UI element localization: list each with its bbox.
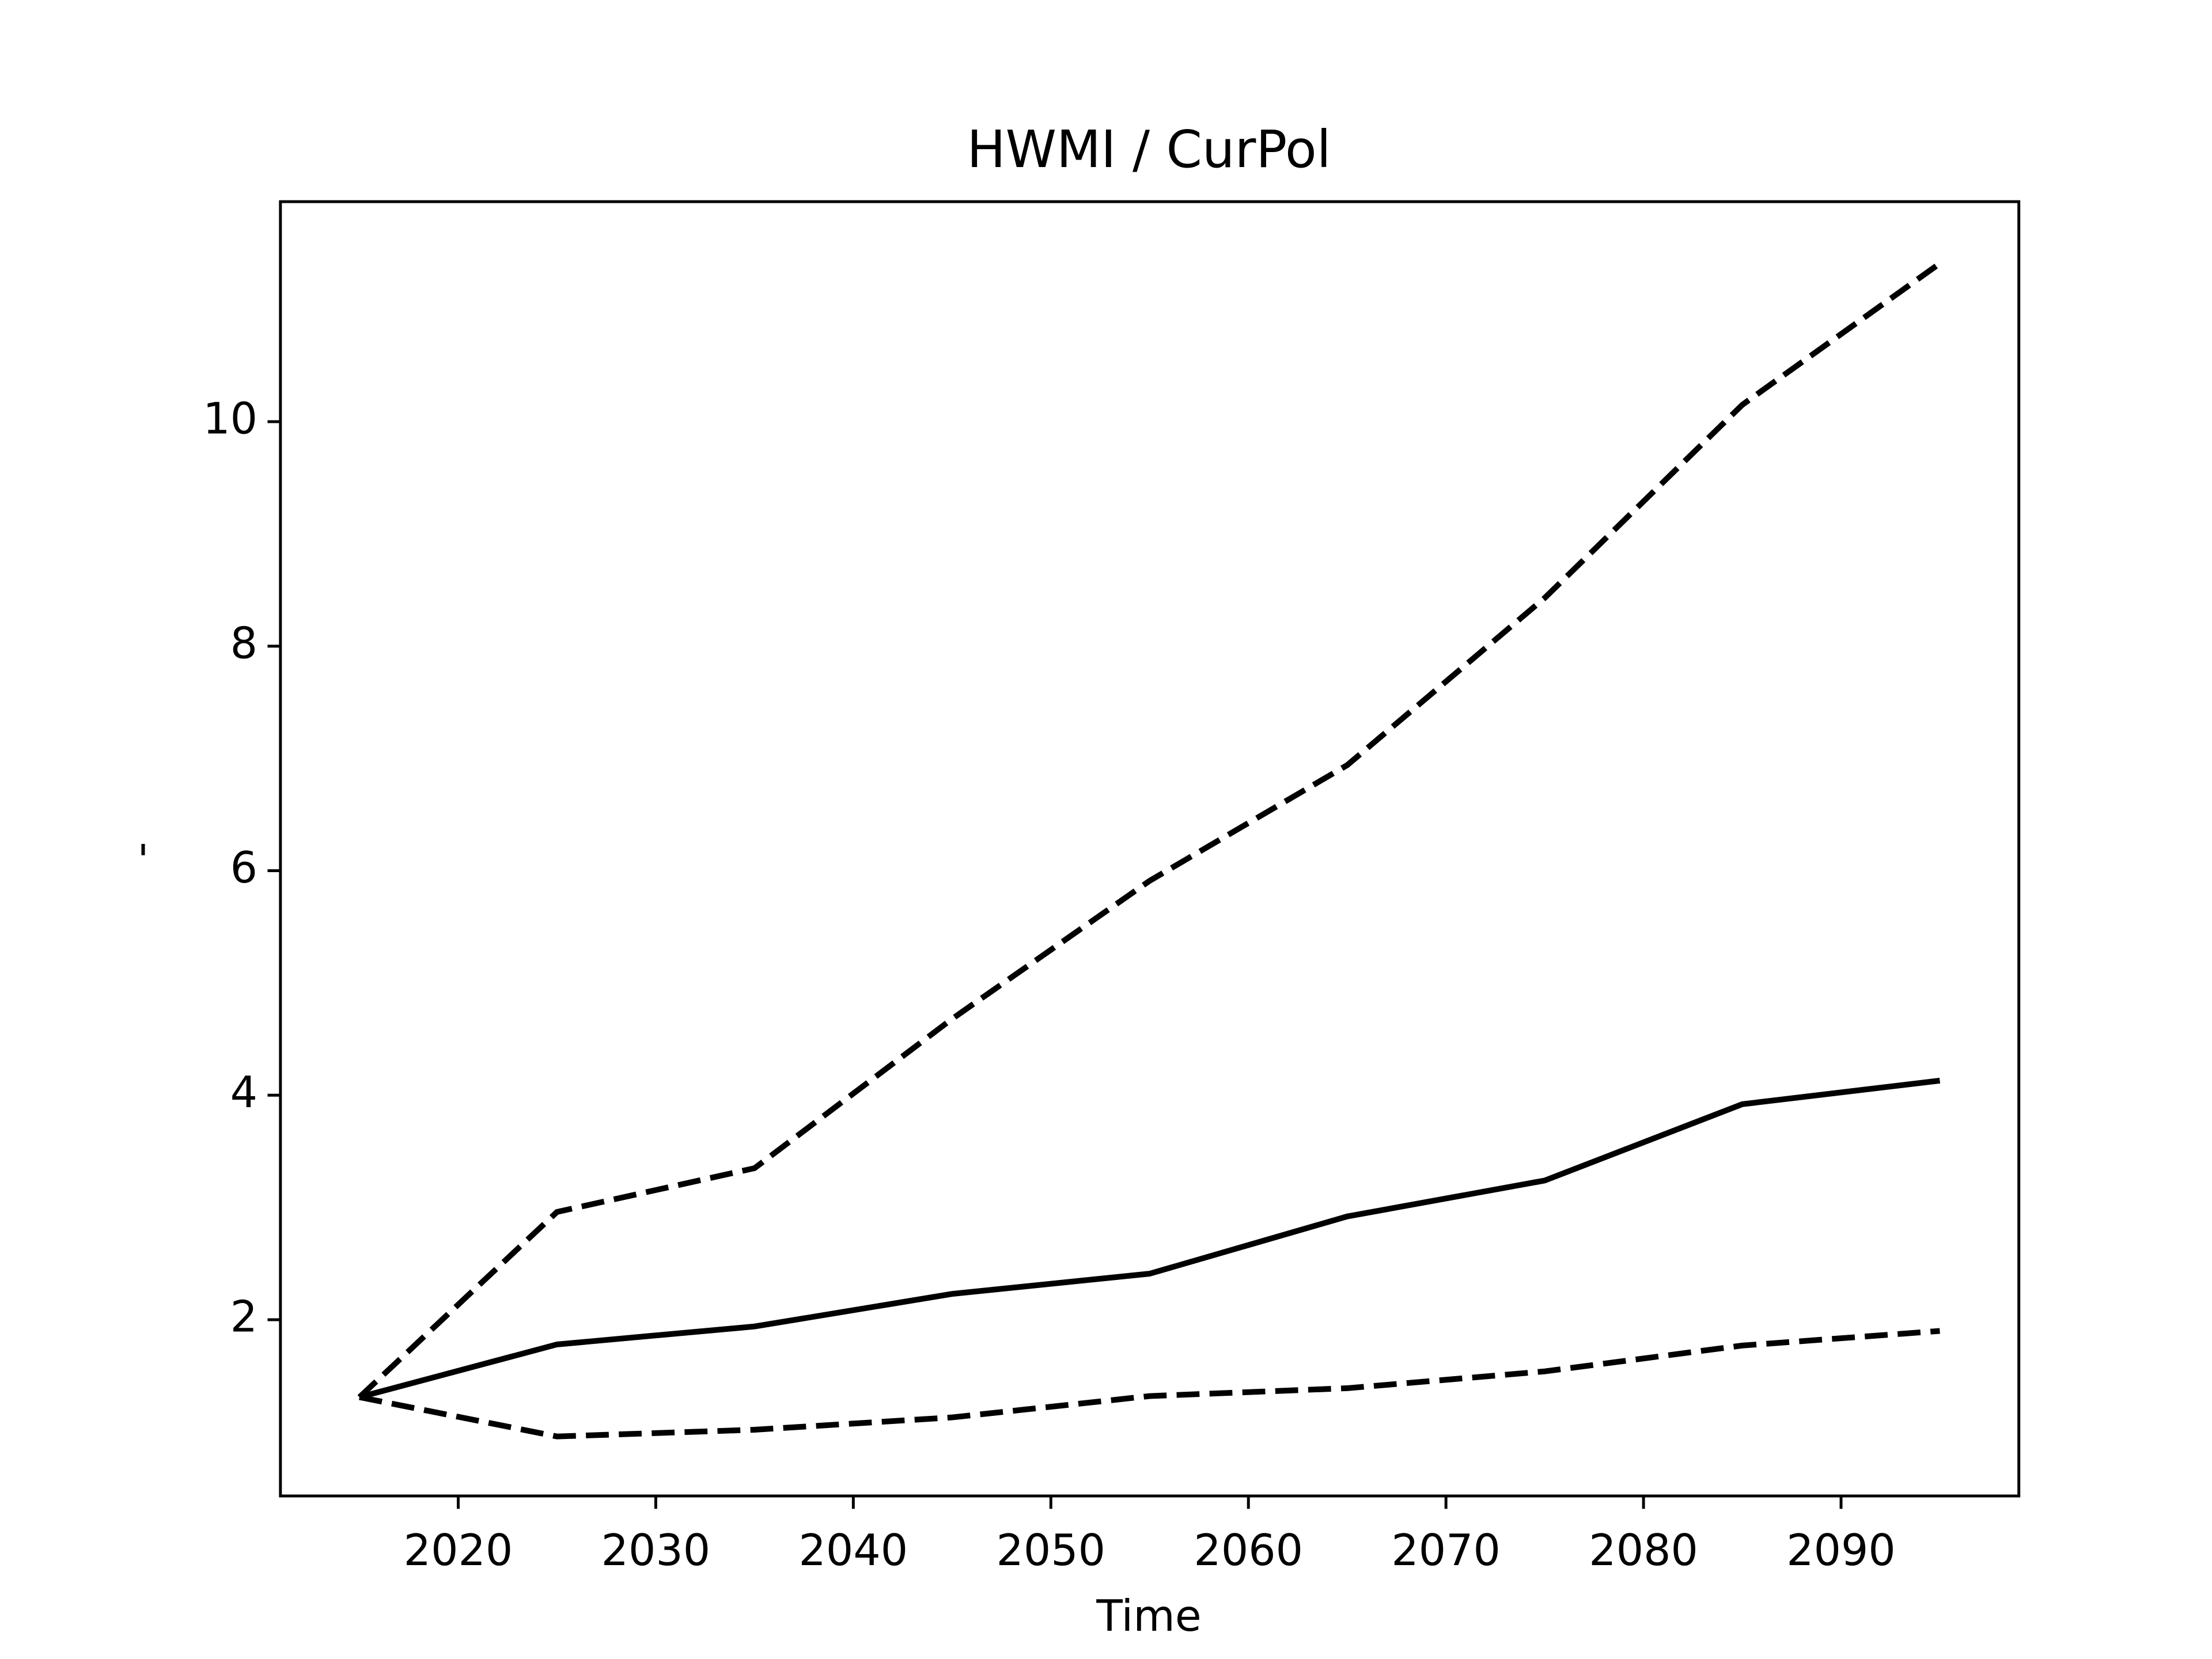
x-tick-label: 2030 bbox=[601, 1525, 711, 1575]
x-tick-label: 2050 bbox=[996, 1525, 1105, 1575]
chart-title: HWMI / CurPol bbox=[967, 120, 1331, 180]
x-tick-label: 2040 bbox=[799, 1525, 908, 1575]
y-tick-label: 6 bbox=[230, 843, 257, 893]
y-tick-label: 10 bbox=[203, 394, 257, 444]
y-tick-label: 8 bbox=[230, 618, 257, 668]
x-tick-label: 2020 bbox=[404, 1525, 513, 1575]
line bbox=[359, 1328, 1940, 1440]
line bbox=[358, 1078, 1941, 1400]
y-tick-label: 4 bbox=[230, 1067, 257, 1118]
plot-frame bbox=[279, 200, 2021, 1498]
y-axis-label: - bbox=[115, 842, 165, 857]
y-tick-label: 2 bbox=[230, 1292, 257, 1342]
x-tick-label: 2080 bbox=[1589, 1525, 1698, 1575]
line bbox=[357, 261, 1942, 1400]
x-tick-label: 2090 bbox=[1786, 1525, 1896, 1575]
x-tick-label: 2070 bbox=[1391, 1525, 1501, 1575]
x-tick-label: 2060 bbox=[1194, 1525, 1303, 1575]
x-axis-label: Time bbox=[1096, 1591, 1201, 1641]
